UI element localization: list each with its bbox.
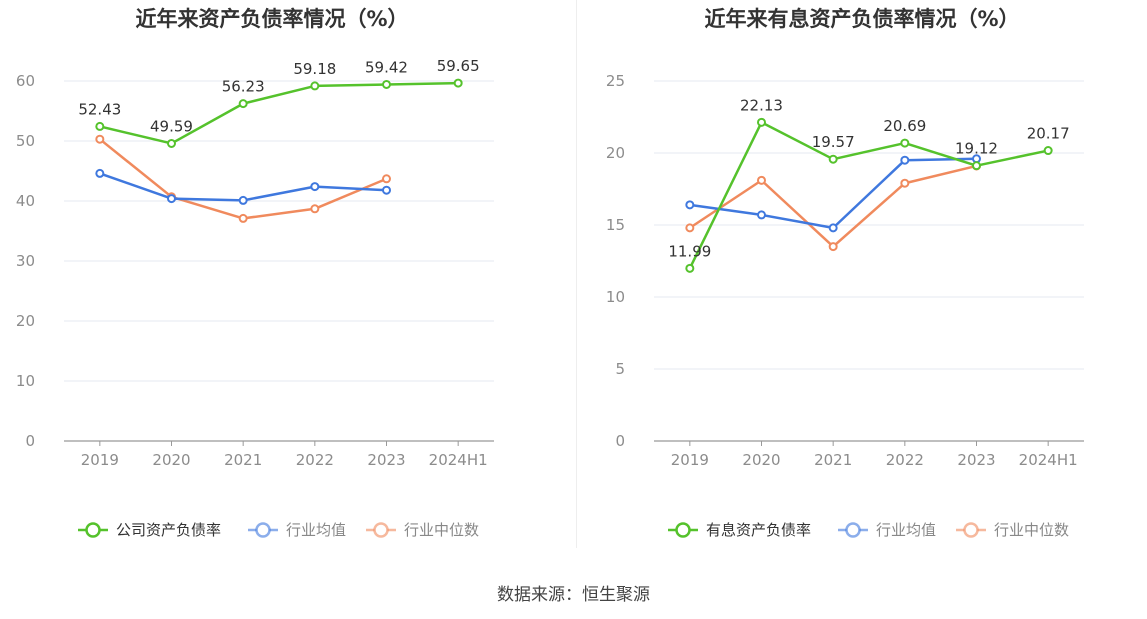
y-tick-label: 10 [16, 372, 35, 390]
data-label: 59.65 [437, 57, 480, 75]
data-label: 56.23 [222, 78, 265, 96]
y-tick-label: 0 [25, 432, 35, 450]
data-point [900, 178, 910, 188]
legend-label: 行业均值 [286, 521, 346, 539]
data-point [757, 117, 766, 127]
data-label: 59.42 [365, 58, 408, 76]
data-point [685, 223, 695, 233]
x-tick-label: 2020 [152, 451, 190, 469]
data-point [167, 138, 176, 148]
legend-marker [963, 522, 979, 538]
data-label: 20.69 [883, 117, 926, 135]
data-point [685, 263, 695, 273]
x-tick-label: 2022 [296, 451, 334, 469]
x-tick-label: 2024H1 [1019, 451, 1078, 469]
legend-item-1[interactable]: 行业均值 [248, 521, 346, 539]
data-label: 19.57 [812, 133, 855, 151]
data-label: 19.12 [955, 140, 998, 158]
chart-right-svg: 近年来有息资产负债率情况（%） 0 5 10 15 20 25 2019 2020 2021 202… [606, 7, 1084, 539]
y-tick-label: 30 [16, 252, 35, 270]
data-point [310, 81, 320, 91]
data-label: 22.13 [740, 96, 783, 114]
series-line-1 [689, 157, 977, 230]
legend-label: 行业均值 [876, 521, 936, 539]
data-point [828, 223, 838, 233]
legend-item-2[interactable]: 行业中位数 [366, 521, 479, 539]
legend-label: 行业中位数 [994, 521, 1069, 539]
x-tick-label: 2021 [814, 451, 852, 469]
y-tick-label: 20 [16, 312, 35, 330]
data-point [1043, 146, 1053, 156]
legend-label: 行业中位数 [404, 521, 479, 539]
y-tick-label: 5 [615, 360, 625, 378]
data-label: 11.99 [668, 242, 711, 260]
y-tick-label: 0 [615, 432, 625, 450]
data-point [95, 121, 105, 131]
chart-left: 近年来资产负债率情况（%） 0 10 20 30 40 50 60 2019 2020 2021 20… [0, 0, 573, 560]
series-line-0 [99, 81, 459, 145]
data-point [167, 194, 176, 204]
legend-item-0[interactable]: 公司资产负债率 [78, 521, 221, 539]
x-tick-label: 2019 [671, 451, 709, 469]
data-point [900, 138, 910, 148]
data-point [828, 242, 838, 252]
data-point [685, 200, 695, 210]
y-tick-label: 10 [606, 288, 625, 306]
x-tick-label: 2023 [957, 451, 995, 469]
legend-item-0[interactable]: 有息资产负债率 [668, 521, 811, 539]
legend-item-2[interactable]: 行业中位数 [956, 521, 1069, 539]
data-point [238, 213, 248, 223]
data-point [382, 185, 391, 195]
y-tick-label: 25 [606, 72, 625, 90]
legend-label: 公司资产负债率 [116, 521, 221, 539]
data-point [382, 174, 391, 184]
source-text: 数据来源：恒生聚源 [497, 585, 650, 605]
data-point [972, 161, 981, 171]
data-point [453, 78, 463, 88]
data-point [238, 99, 248, 109]
data-point [828, 154, 838, 164]
legend-marker [373, 522, 389, 538]
data-point [382, 79, 391, 89]
data-point [238, 195, 248, 205]
data-point [310, 204, 320, 214]
legend-marker [85, 522, 101, 538]
series-line-2 [99, 138, 387, 220]
data-point [95, 134, 105, 144]
panel-divider [576, 0, 577, 548]
data-point [900, 155, 910, 165]
chart-title: 近年来资产负债率情况（%） [135, 7, 408, 31]
x-tick-label: 2023 [367, 451, 405, 469]
x-tick-label: 2019 [81, 451, 119, 469]
chart-left-svg: 近年来资产负债率情况（%） 0 10 20 30 40 50 60 2019 2020 2021 20… [16, 7, 494, 539]
data-label: 52.43 [78, 100, 121, 118]
legend-label: 有息资产负债率 [706, 521, 811, 539]
legend-marker [845, 522, 861, 538]
y-tick-label: 60 [16, 72, 35, 90]
y-tick-label: 15 [606, 216, 625, 234]
legend-marker [675, 522, 691, 538]
data-label: 49.59 [150, 117, 193, 135]
x-tick-label: 2024H1 [429, 451, 488, 469]
y-tick-label: 50 [16, 132, 35, 150]
x-tick-label: 2022 [886, 451, 924, 469]
chart-right: 近年来有息资产负债率情况（%） 0 5 10 15 20 25 2019 2020 2021 202… [590, 0, 1147, 560]
data-point [757, 175, 766, 185]
legend-marker [255, 522, 271, 538]
data-point [757, 210, 766, 220]
legend-item-1[interactable]: 行业均值 [838, 521, 936, 539]
y-tick-label: 40 [16, 192, 35, 210]
data-label: 59.18 [293, 60, 336, 78]
series-line-0 [688, 121, 1049, 269]
y-tick-label: 20 [606, 144, 625, 162]
x-tick-label: 2021 [224, 451, 262, 469]
x-tick-label: 2020 [742, 451, 780, 469]
data-label: 20.17 [1027, 125, 1070, 143]
data-point [310, 182, 320, 192]
data-point [95, 168, 105, 178]
chart-title: 近年来有息资产负债率情况（%） [704, 7, 1019, 31]
